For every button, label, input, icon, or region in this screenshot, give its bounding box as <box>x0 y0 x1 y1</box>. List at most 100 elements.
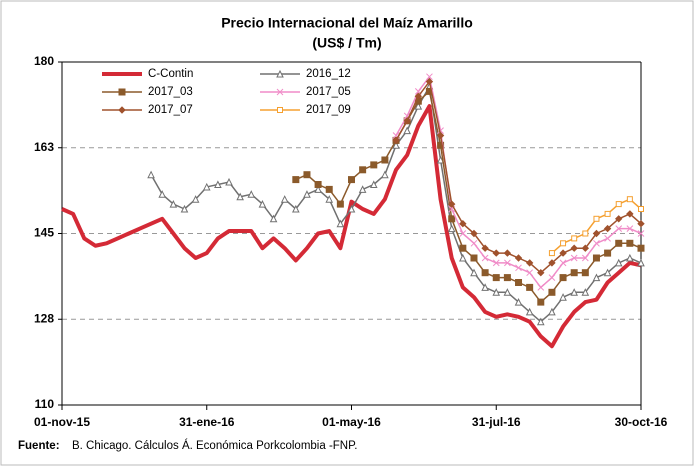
point <box>436 131 445 140</box>
point <box>570 244 578 252</box>
point <box>637 244 645 252</box>
point <box>548 250 555 257</box>
point <box>325 185 333 193</box>
point <box>637 230 645 237</box>
point <box>481 283 489 291</box>
point <box>626 210 634 218</box>
point <box>147 170 155 179</box>
point <box>537 284 545 291</box>
point <box>292 204 300 213</box>
point <box>526 269 534 277</box>
point <box>118 88 126 96</box>
point <box>626 225 634 232</box>
point <box>570 254 578 262</box>
legend-label: 2016_12 <box>306 68 351 80</box>
point <box>247 190 256 198</box>
y-tick-label: 110 <box>35 397 55 411</box>
point <box>437 141 445 149</box>
point <box>314 181 322 188</box>
point <box>626 253 634 262</box>
point <box>470 254 478 262</box>
point <box>626 196 633 203</box>
point <box>459 230 467 237</box>
point <box>604 249 612 257</box>
point <box>548 288 556 296</box>
point <box>492 288 501 296</box>
point <box>514 297 523 306</box>
point <box>459 219 467 228</box>
point <box>202 182 211 191</box>
point <box>276 88 284 96</box>
series-line <box>61 104 642 349</box>
point <box>582 230 589 237</box>
point <box>615 225 623 232</box>
point <box>180 204 189 213</box>
point <box>492 249 500 257</box>
x-tick-label: 31-jul-16 <box>472 415 521 429</box>
point <box>559 293 567 301</box>
y-tick-label: 128 <box>34 311 54 325</box>
point <box>314 185 322 193</box>
point <box>581 244 590 252</box>
point <box>559 259 567 267</box>
point <box>604 235 611 242</box>
point <box>615 215 623 223</box>
point <box>158 190 167 198</box>
point <box>614 258 623 267</box>
point <box>515 264 522 272</box>
point <box>470 239 478 247</box>
point <box>525 259 534 267</box>
point <box>638 206 644 212</box>
point <box>537 268 545 277</box>
point <box>592 229 601 238</box>
point <box>370 161 378 169</box>
point <box>559 274 567 282</box>
legend-label: C-Contin <box>148 68 193 80</box>
point <box>637 258 645 267</box>
point <box>548 307 556 316</box>
x-tick-label: 01-nov-15 <box>34 415 90 429</box>
point <box>403 117 411 125</box>
point <box>214 180 222 188</box>
point <box>303 171 311 179</box>
point <box>336 200 344 208</box>
chart-subtitle: (US$ / Tm) <box>312 35 381 51</box>
point <box>118 106 126 114</box>
point <box>615 201 622 208</box>
point <box>414 101 423 110</box>
y-tick-label: 163 <box>34 140 54 154</box>
point <box>526 283 534 291</box>
source-label: Fuente: <box>18 440 60 452</box>
point <box>336 219 345 228</box>
point <box>503 274 511 282</box>
legend-label: 2017_05 <box>306 86 351 98</box>
point <box>448 200 456 208</box>
point <box>504 259 511 267</box>
point <box>525 307 534 316</box>
point <box>537 298 545 306</box>
point <box>470 268 478 277</box>
point <box>592 273 601 282</box>
point <box>492 274 500 282</box>
point <box>481 244 489 252</box>
point <box>481 254 489 262</box>
point <box>236 192 244 201</box>
point <box>426 73 433 81</box>
x-tick-label: 31-ene-16 <box>179 415 235 429</box>
point <box>276 69 284 78</box>
point <box>581 269 589 277</box>
point <box>191 195 200 203</box>
y-tick-label: 180 <box>34 54 54 68</box>
point <box>615 239 623 247</box>
legend-label: 2017_03 <box>148 86 193 98</box>
point <box>459 253 467 262</box>
point <box>503 288 512 296</box>
point <box>303 190 311 198</box>
point <box>347 204 356 213</box>
point <box>637 219 645 228</box>
point <box>571 235 578 242</box>
point <box>604 210 611 217</box>
point <box>258 199 267 208</box>
point <box>603 224 612 233</box>
